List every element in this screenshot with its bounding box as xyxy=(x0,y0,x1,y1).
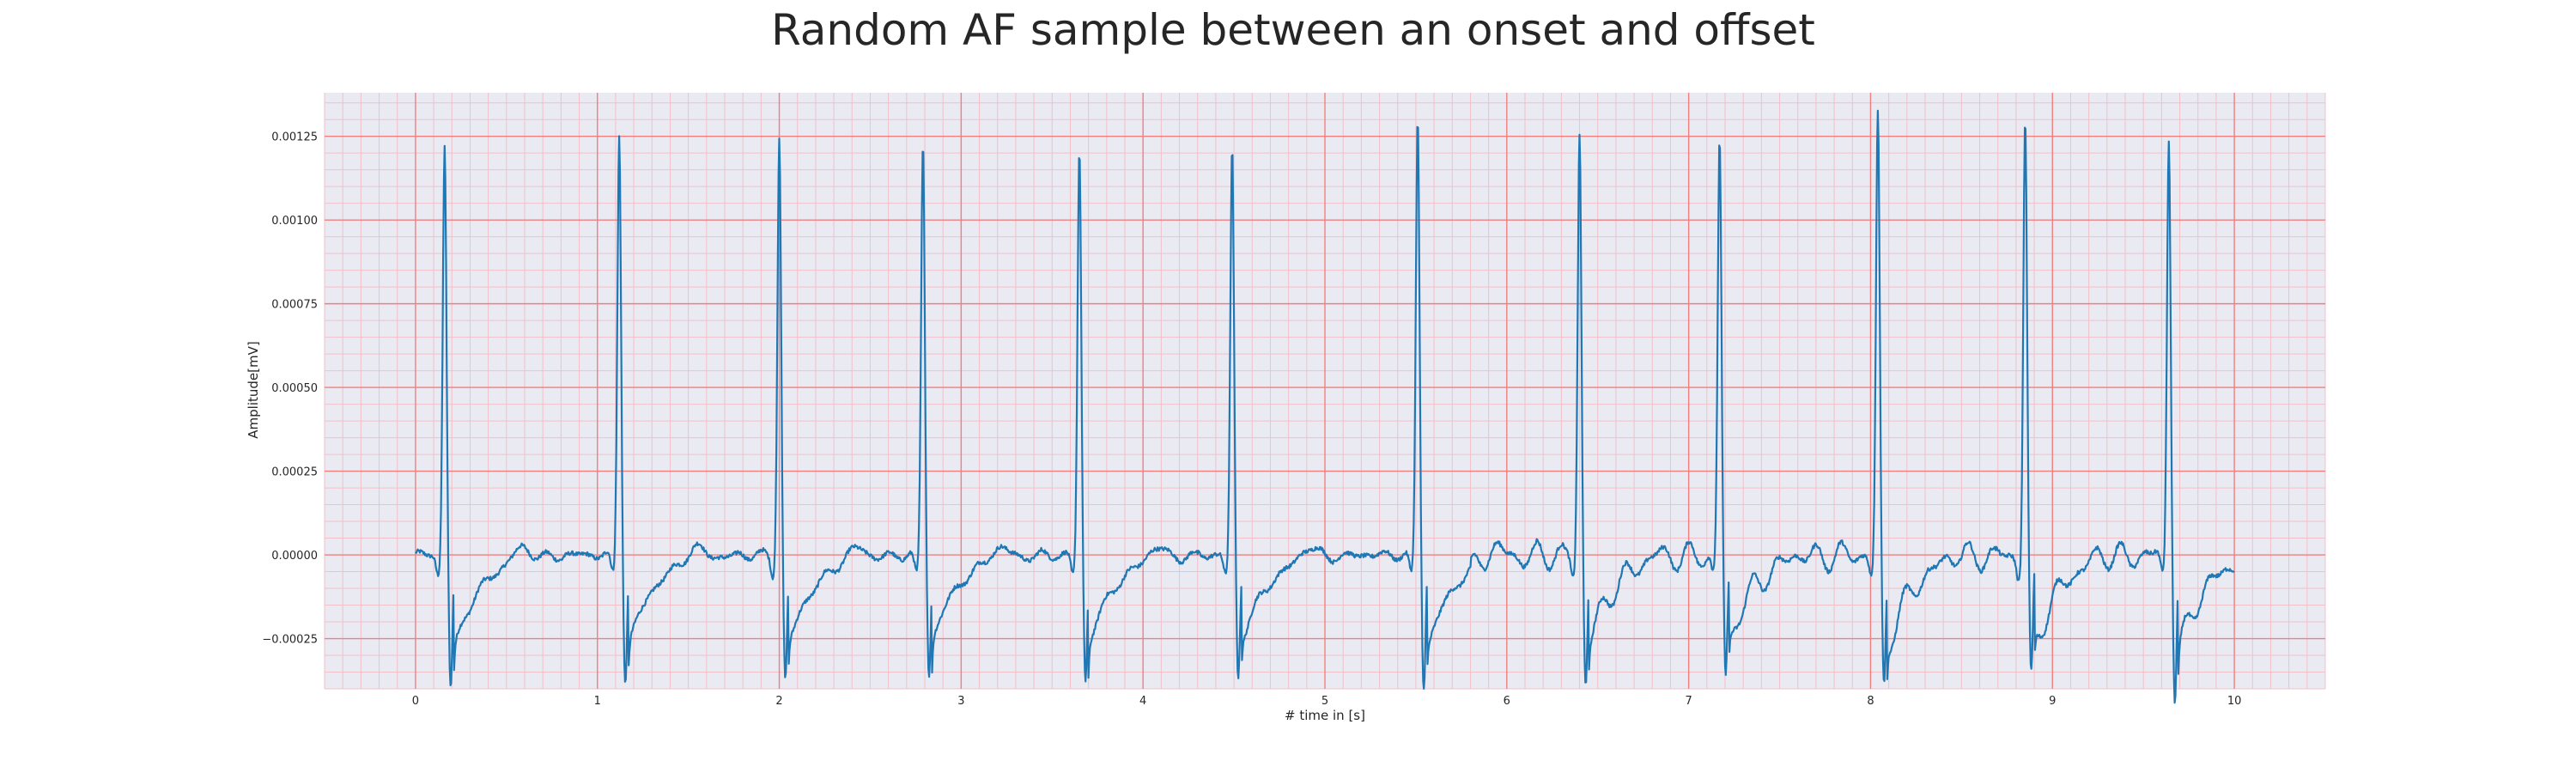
x-axis-ticks: 0 1 2 3 4 5 6 7 8 9 10 xyxy=(412,695,2242,708)
y-axis-ticks: −0.00025 0.00000 0.00025 0.00050 0.00075 0.00… xyxy=(262,131,318,647)
y-tick-label: 0.00100 xyxy=(271,215,318,228)
series-group xyxy=(415,109,2235,704)
x-tick-label: 8 xyxy=(1867,695,1874,708)
y-tick-label: 0.00000 xyxy=(271,550,318,563)
y-axis-label: Amplitude[mV] xyxy=(246,341,261,438)
y-tick-label: −0.00025 xyxy=(262,634,318,647)
x-tick-label: 10 xyxy=(2227,695,2242,708)
x-tick-label: 5 xyxy=(1321,695,1328,708)
y-tick-label: 0.00050 xyxy=(271,382,318,395)
x-tick-label: 0 xyxy=(412,695,419,708)
x-tick-label: 7 xyxy=(1685,695,1692,708)
x-tick-label: 9 xyxy=(2049,695,2056,708)
x-tick-label: 1 xyxy=(594,695,601,708)
x-tick-label: 2 xyxy=(775,695,782,708)
x-tick-label: 3 xyxy=(957,695,964,708)
y-tick-label: 0.00125 xyxy=(271,131,318,144)
chart-title: Random AF sample between an onset and of… xyxy=(771,5,1815,55)
x-axis-label: # time in [s] xyxy=(1285,708,1365,723)
x-tick-label: 6 xyxy=(1504,695,1510,708)
x-tick-label: 4 xyxy=(1139,695,1146,708)
y-tick-label: 0.00075 xyxy=(271,299,318,312)
y-tick-label: 0.00025 xyxy=(271,466,318,479)
ecg-series-line xyxy=(415,109,2235,704)
